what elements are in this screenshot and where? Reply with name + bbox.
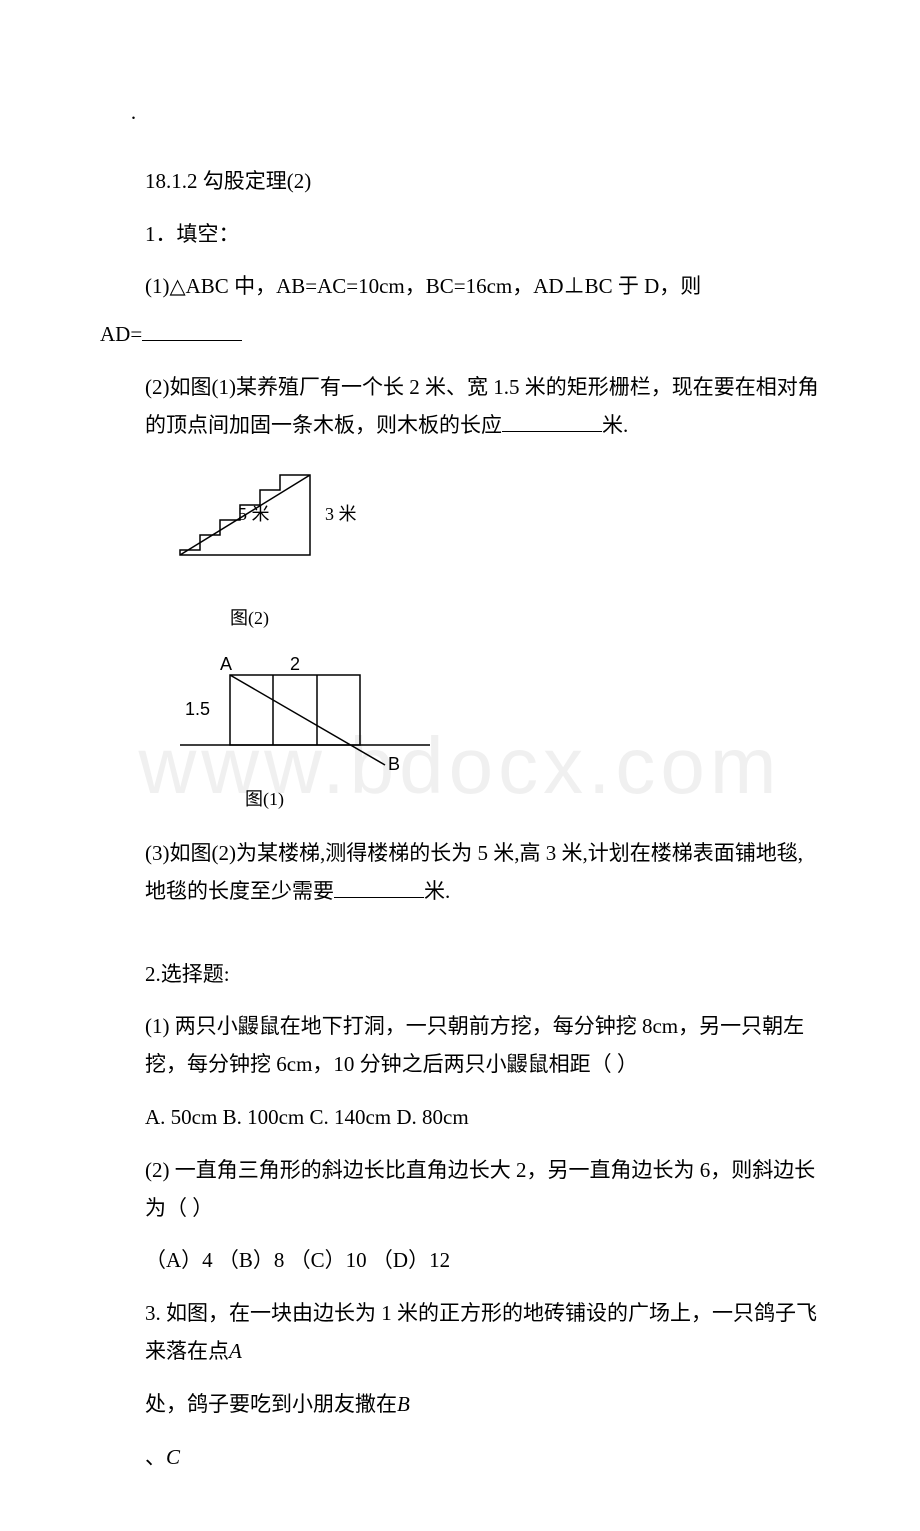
q2-sub1-options: A. 50cm B. 100cm C. 140cm D. 80cm [145, 1099, 820, 1137]
figure-1-container: A 2 1.5 B 图(1) [170, 655, 820, 815]
blank-carpet [334, 897, 424, 898]
label-2: 2 [290, 655, 300, 674]
q3-line2: 处，鸽子要吃到小朋友撒在B [145, 1386, 820, 1424]
leading-dot: · [130, 100, 820, 138]
q1-sub1: (1)△ABC 中，AB=AC=10cm，BC=16cm，AD⊥BC 于 D，则… [100, 268, 820, 354]
figure-2-svg: 5 米 3 米 [170, 460, 400, 590]
section-title: 18.1.2 勾股定理(2) [145, 163, 820, 201]
q1-sub1-line1: (1)△ABC 中，AB=AC=10cm，BC=16cm，AD⊥BC 于 D，则 [145, 268, 820, 306]
label-B: B [388, 754, 400, 774]
q2-sub2-options: （A）4 （B）8 （C）10 （D）12 [145, 1242, 820, 1280]
q1-sub3: (3)如图(2)为某楼梯,测得楼梯的长为 5 米,高 3 米,计划在楼梯表面铺地… [100, 835, 820, 911]
q3-line2-prefix: 处，鸽子要吃到小朋友撒在 [145, 1392, 397, 1416]
document-content: · 18.1.2 勾股定理(2) 1．填空： (1)△ABC 中，AB=AC=1… [100, 100, 820, 1476]
q3-line3-prefix: 、 [145, 1445, 166, 1469]
q1-sub3-text: (3)如图(2)为某楼梯,测得楼梯的长为 5 米,高 3 米,计划在楼梯表面铺地… [145, 835, 820, 911]
q1-sub1-prefix: AD= [100, 322, 142, 346]
q1-sub3-prefix: (3)如图(2)为某楼梯,测得楼梯的长为 5 米,高 3 米,计划在楼梯表面铺地… [145, 841, 803, 903]
blank-wood [502, 431, 602, 432]
q3-B: B [397, 1392, 410, 1416]
q1-heading: 1．填空： [145, 216, 820, 254]
q3-line1-text: 3. 如图，在一块由边长为 1 米的正方形的地砖铺设的广场上，一只鸽子飞来落在点 [145, 1301, 817, 1363]
q1-sub2-text: (2)如图(1)某养殖厂有一个长 2 米、宽 1.5 米的矩形栅栏，现在要在相对… [145, 369, 820, 445]
q2-heading: 2.选择题: [145, 956, 820, 994]
figure-1-caption: 图(1) [245, 783, 820, 815]
q3-line3: 、C [145, 1439, 820, 1477]
q3-line1: 3. 如图，在一块由边长为 1 米的正方形的地砖铺设的广场上，一只鸽子飞来落在点… [145, 1295, 820, 1371]
q1-sub2-prefix: (2)如图(1)某养殖厂有一个长 2 米、宽 1.5 米的矩形栅栏，现在要在相对… [145, 375, 819, 437]
q2-sub1: (1) 两只小鼹鼠在地下打洞，一只朝前方挖，每分钟挖 8cm，另一只朝左挖，每分… [145, 1008, 820, 1084]
q1-sub2: (2)如图(1)某养殖厂有一个长 2 米、宽 1.5 米的矩形栅栏，现在要在相对… [100, 369, 820, 445]
q1-sub2-suffix: 米. [602, 413, 628, 437]
label-3m: 3 米 [325, 504, 357, 524]
fig1-diagonal [230, 675, 385, 765]
label-5m: 5 米 [238, 504, 270, 524]
q1-sub3-suffix: 米. [424, 879, 450, 903]
figure-2-caption: 图(2) [230, 602, 820, 634]
blank-ad [142, 340, 242, 341]
q3-A: A [229, 1339, 242, 1363]
q1-sub1-line2: AD= [100, 316, 820, 354]
figure-1-svg: A 2 1.5 B [170, 655, 450, 775]
label-15: 1.5 [185, 699, 210, 719]
label-A: A [220, 655, 232, 674]
q3-C: C [166, 1445, 180, 1469]
q2-sub2: (2) 一直角三角形的斜边长比直角边长大 2，另一直角边长为 6，则斜边长为（ … [145, 1152, 820, 1228]
figure-2-container: 5 米 3 米 图(2) [170, 460, 820, 635]
